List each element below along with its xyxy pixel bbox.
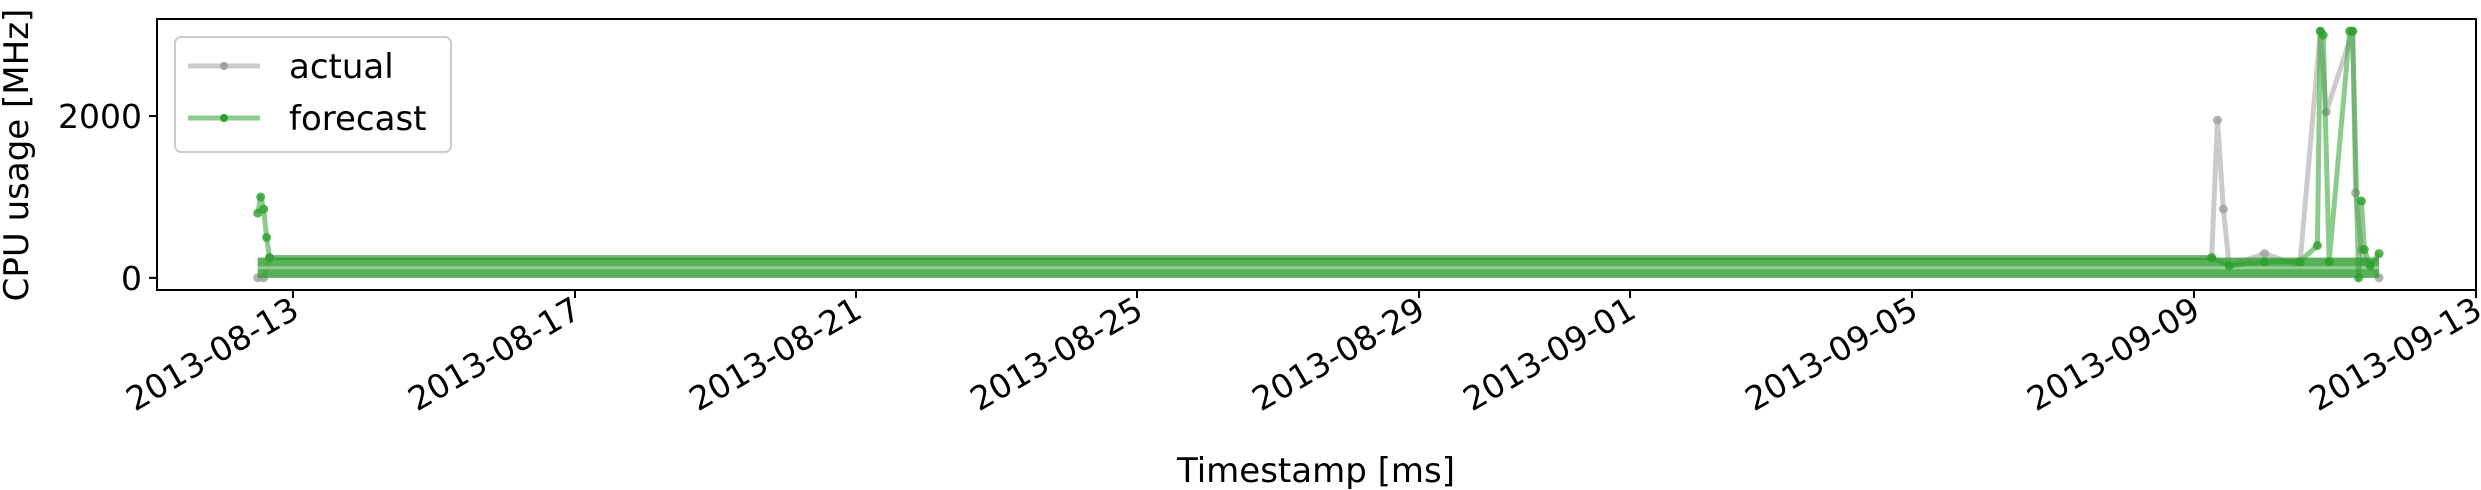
actual-point bbox=[2260, 249, 2269, 259]
x-tick-label: 2013-09-05 bbox=[1738, 289, 1924, 419]
forecast-point bbox=[2207, 253, 2217, 263]
x-tick-label: 2013-09-13 bbox=[2302, 289, 2481, 419]
y-tick-label: 2000 bbox=[58, 97, 142, 136]
x-axis-label: Timestamp [ms] bbox=[1176, 451, 1455, 490]
forecast-point bbox=[2348, 26, 2358, 36]
forecast-point bbox=[2295, 257, 2305, 267]
forecast-point bbox=[2365, 261, 2375, 271]
legend-label-forecast: forecast bbox=[289, 99, 427, 139]
legend-label-actual: actual bbox=[289, 47, 394, 87]
actual-point bbox=[2218, 204, 2228, 214]
x-tick-label: 2013-09-01 bbox=[1456, 289, 1642, 419]
forecast-point bbox=[256, 192, 266, 202]
forecast-point bbox=[2354, 273, 2363, 283]
x-tick-label: 2013-08-21 bbox=[682, 289, 868, 419]
forecast-point bbox=[2374, 249, 2384, 259]
forecast-point bbox=[262, 232, 272, 242]
legend-marker-forecast bbox=[220, 114, 228, 122]
forecast-point bbox=[259, 204, 269, 214]
actual-point bbox=[2213, 115, 2222, 125]
x-tick-label: 2013-08-13 bbox=[119, 289, 305, 419]
axes-frame bbox=[156, 18, 2477, 291]
forecast-point bbox=[2260, 257, 2269, 267]
x-tick-label: 2013-08-17 bbox=[401, 289, 587, 419]
forecast-line bbox=[255, 28, 2382, 281]
y-axis-label: CPU usage [MHz] bbox=[0, 9, 37, 302]
actual-line bbox=[257, 28, 2382, 281]
forecast-point bbox=[2359, 245, 2369, 255]
y-tick-label: 0 bbox=[121, 259, 142, 298]
forecast-point bbox=[2224, 261, 2234, 271]
forecast-point bbox=[2356, 196, 2366, 206]
series-forecast bbox=[253, 26, 2384, 283]
series-actual bbox=[253, 26, 2384, 283]
x-tick-label: 2013-08-29 bbox=[1245, 289, 1431, 419]
forecast-point bbox=[2318, 30, 2328, 40]
legend: actual forecast bbox=[174, 36, 452, 153]
forecast-point bbox=[2312, 241, 2322, 251]
forecast-point bbox=[2324, 257, 2334, 267]
series-layer bbox=[253, 26, 2384, 283]
forecast-point bbox=[265, 253, 274, 263]
plot-area bbox=[156, 18, 2477, 291]
x-axis: 2013-08-13 2013-08-17 2013-08-21 2013-08-25… bbox=[119, 289, 2481, 419]
x-tick-label: 2013-08-25 bbox=[963, 289, 1149, 419]
x-tick-label: 2013-09-09 bbox=[2020, 289, 2206, 419]
y-axis: 0 2000 bbox=[58, 97, 157, 298]
legend-marker-actual bbox=[220, 62, 228, 70]
